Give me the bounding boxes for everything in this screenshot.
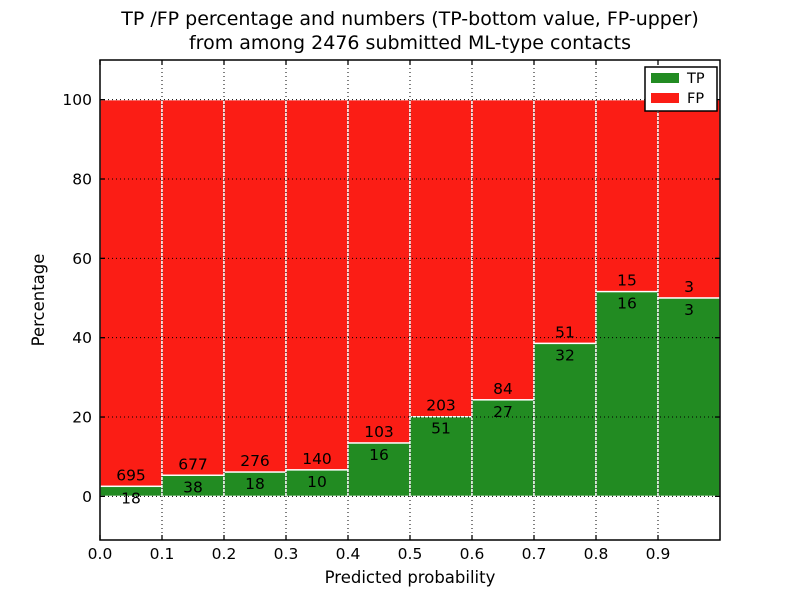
fp-count-label: 51	[555, 323, 575, 341]
tp-bar	[471, 399, 535, 498]
fp-count-label: 84	[493, 380, 513, 398]
chart-title-line2: from among 2476 submitted ML-type contac…	[188, 32, 632, 54]
y-tick-label: 40	[72, 329, 92, 347]
fp-count-label: 203	[426, 397, 456, 415]
tp-count-label: 16	[617, 295, 637, 313]
fp-count-label: 140	[302, 450, 332, 468]
x-tick-label: 0.7	[522, 545, 547, 563]
tp-count-label: 51	[431, 420, 451, 438]
chart-title-line1: TP /FP percentage and numbers (TP-bottom…	[121, 8, 699, 30]
y-tick-label: 100	[62, 91, 92, 109]
x-tick-label: 0.2	[212, 545, 237, 563]
fp-bar	[99, 98, 163, 488]
y-tick-label: 0	[82, 488, 92, 506]
tp-bar	[657, 297, 721, 498]
legend-swatch-tp	[651, 73, 679, 83]
fp-bar	[657, 98, 721, 299]
x-tick-label: 0.3	[274, 545, 299, 563]
x-tick-label: 0.8	[584, 545, 609, 563]
tp-count-label: 32	[555, 346, 575, 364]
x-axis-label: Predicted probability	[325, 568, 496, 587]
tp-count-label: 18	[245, 475, 265, 493]
x-tick-label: 0.5	[398, 545, 423, 563]
fp-count-label: 276	[240, 452, 270, 470]
tp-count-label: 16	[369, 446, 389, 464]
fp-count-label: 695	[116, 466, 146, 484]
y-tick-label: 60	[72, 250, 92, 268]
fp-bar	[347, 98, 411, 444]
tp-count-label: 27	[493, 403, 513, 421]
tp-bar	[347, 442, 411, 498]
fp-count-label: 677	[178, 455, 208, 473]
tp-bar	[223, 471, 287, 498]
tp-count-label: 18	[121, 489, 141, 507]
x-tick-label: 0.1	[150, 545, 175, 563]
legend-label-fp: FP	[687, 91, 704, 107]
legend-swatch-fp	[651, 93, 679, 103]
fp-bar	[285, 98, 349, 471]
chart-title: TP /FP percentage and numbers (TP-bottom…	[100, 7, 720, 55]
fp-bar	[595, 98, 659, 293]
x-tick-label: 0.9	[646, 545, 671, 563]
fp-bar	[161, 98, 225, 476]
tp-bar	[595, 290, 659, 498]
fp-bar	[471, 98, 535, 401]
fp-bar	[223, 98, 287, 473]
legend-label-tp: TP	[686, 71, 705, 87]
x-tick-label: 0.6	[460, 545, 485, 563]
tp-bar	[533, 342, 597, 498]
x-tick-label: 0.4	[336, 545, 361, 563]
fp-count-label: 3	[684, 278, 694, 296]
x-tick-label: 0.0	[88, 545, 113, 563]
fp-bar	[533, 98, 597, 345]
fp-count-label: 15	[617, 272, 637, 290]
tp-count-label: 10	[307, 473, 327, 491]
tp-count-label: 38	[183, 478, 203, 496]
y-axis-label: Percentage	[29, 254, 48, 347]
y-tick-label: 80	[72, 171, 92, 189]
fp-count-label: 103	[364, 423, 394, 441]
tp-count-label: 3	[684, 301, 694, 319]
y-tick-label: 20	[72, 409, 92, 427]
